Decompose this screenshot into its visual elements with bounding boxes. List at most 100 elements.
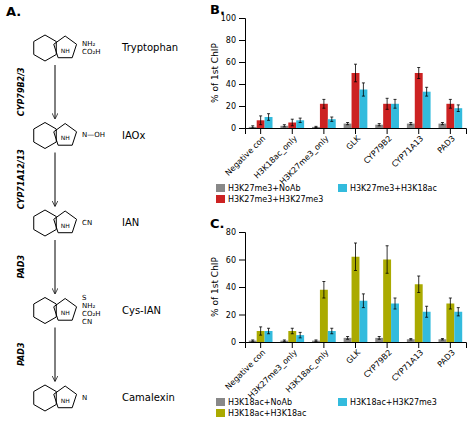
x-tick-mark <box>450 342 451 348</box>
error-bar-line <box>395 99 396 108</box>
y-tick-mark <box>239 18 245 19</box>
error-bar-cap <box>330 117 333 118</box>
y-tick-label: 60 <box>226 256 236 265</box>
error-bar-cap <box>267 113 270 114</box>
legend-label: H3K27me3+H3K18ac <box>350 184 437 193</box>
x-axis-line <box>246 343 467 349</box>
ring <box>54 124 77 146</box>
error-bar-cap <box>314 339 317 340</box>
error-bar <box>425 306 428 317</box>
legend-label: H3K27me3+H3K27me3 <box>228 195 323 204</box>
error-bar <box>299 118 302 122</box>
error-bar-cap <box>322 99 325 100</box>
legend-item: H3K18ac+NoAb <box>216 398 292 407</box>
error-bar-cap <box>425 87 428 88</box>
error-bar-cap <box>283 341 286 342</box>
y-tick-label: 80 <box>226 36 236 45</box>
error-bar-cap <box>251 128 254 129</box>
error-bar-cap <box>362 82 365 83</box>
error-bar <box>251 126 254 128</box>
error-bar-line <box>387 98 388 109</box>
error-bar <box>322 282 325 299</box>
y-tick-label: 80 <box>226 228 236 237</box>
x-tick-label: PAD3 <box>436 134 457 155</box>
legend-label: H3K18ac+H3K18ac <box>228 409 306 418</box>
error-bar-cap <box>457 315 460 316</box>
error-bar-line <box>387 246 388 274</box>
error-bar-line <box>363 294 364 308</box>
y-tick-label: 0 <box>231 124 236 133</box>
error-bar-line <box>284 125 285 127</box>
error-bar-cap <box>299 332 302 333</box>
error-bar <box>417 68 420 79</box>
bar-panel: 020406080Negative conH3K27me3_onlyH3K18a… <box>210 216 467 418</box>
error-bar <box>291 328 294 334</box>
ring <box>54 211 77 233</box>
error-bar <box>322 99 325 108</box>
error-bar-cap <box>449 108 452 109</box>
x-tick-label: CYP79B2 <box>362 134 394 166</box>
x-tick-mark <box>450 128 451 134</box>
y-tick-mark <box>239 232 245 233</box>
error-bar-cap <box>417 67 420 68</box>
error-bar-line <box>379 124 380 126</box>
bar-panel: 020406080100Negative conH3K18ac_onlyH3K2… <box>210 2 467 204</box>
error-bar-cap <box>259 124 262 125</box>
error-bar-cap <box>449 309 452 310</box>
error-bar-cap <box>322 108 325 109</box>
y-tick: 40 <box>226 80 245 89</box>
arrow <box>55 65 56 119</box>
x-tick-label: CYP71A13 <box>390 134 425 169</box>
error-bar-cap <box>259 326 262 327</box>
error-bar-cap <box>314 341 317 342</box>
group-label: CN <box>82 318 92 326</box>
error-bar-cap <box>251 125 254 126</box>
x-tick: GLK <box>345 342 363 366</box>
error-bar-cap <box>362 293 365 294</box>
error-bar <box>362 83 365 96</box>
error-bar-cap <box>457 104 460 105</box>
y-tick: 40 <box>226 283 245 292</box>
error-bar-cap <box>362 96 365 97</box>
error-bar <box>283 125 286 127</box>
error-bar-cap <box>409 339 412 340</box>
x-tick-mark <box>355 342 356 348</box>
x-axis-line <box>246 129 467 135</box>
compound-name: Cys-IAN <box>122 305 161 316</box>
error-bar-line <box>426 87 427 96</box>
x-tick: CYP79B2 <box>362 342 394 380</box>
group-label: CO₂H <box>82 48 100 56</box>
error-bar-line <box>442 339 443 340</box>
error-bar-cap <box>394 298 397 299</box>
x-tick-mark <box>355 128 356 134</box>
x-tick-mark <box>323 128 324 134</box>
legend-item: H3K27me3+H3K27me3 <box>216 195 323 204</box>
error-bar <box>314 340 317 341</box>
y-tick-label: 40 <box>226 283 236 292</box>
y-axis-line <box>239 19 246 129</box>
y-tick-mark <box>239 128 245 129</box>
ring <box>54 36 77 58</box>
error-bar-line <box>315 340 316 341</box>
panel-label: A. <box>6 4 21 19</box>
bar <box>454 312 462 342</box>
error-bar <box>394 99 397 108</box>
figure: A.NHNH₂CO₂HTryptophanNHN—OHIAOxNHCNIANNH… <box>0 0 474 428</box>
error-bar-cap <box>417 78 420 79</box>
x-tick-label: CYP71A13 <box>390 348 425 383</box>
error-bar-line <box>379 337 380 340</box>
y-tick-mark <box>239 62 245 63</box>
error-bar-line <box>450 298 451 309</box>
ring <box>34 210 57 236</box>
error-bar-line <box>331 117 332 121</box>
error-bar-cap <box>441 339 444 340</box>
y-axis: 020406080 <box>226 228 246 347</box>
error-bar <box>267 328 270 334</box>
ring <box>34 123 57 149</box>
error-bar-line <box>292 119 293 126</box>
error-bar-cap <box>378 123 381 124</box>
enzyme-label: CYP71A12/13 <box>17 149 26 209</box>
x-tick-mark <box>260 342 261 348</box>
legend-label: H3K18ac+NoAb <box>228 398 292 407</box>
error-bar-line <box>395 298 396 309</box>
